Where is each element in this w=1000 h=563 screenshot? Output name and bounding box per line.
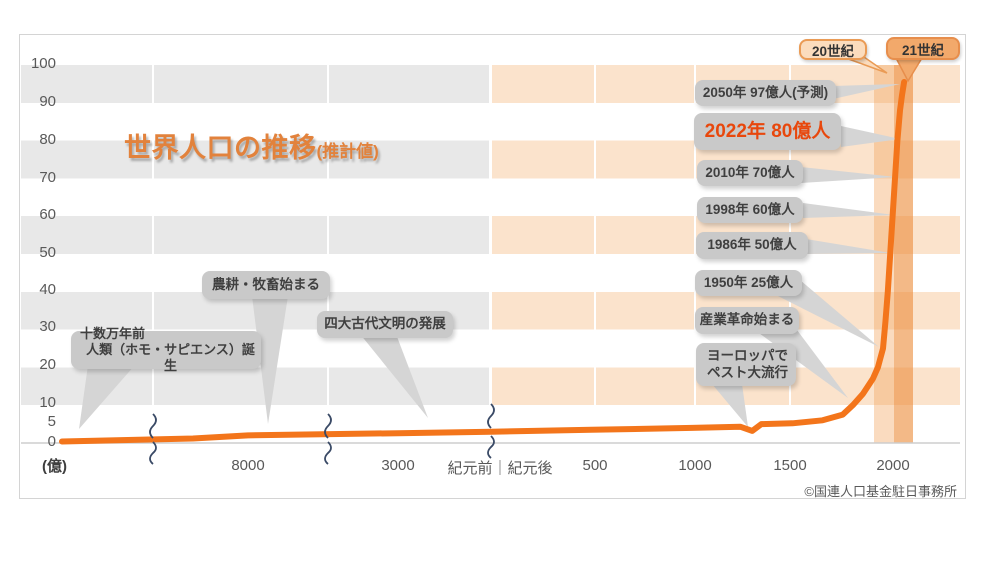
x-tick-bc-ad: 紀元前｜紀元後 <box>447 460 553 477</box>
x-tick-2000: 2000 <box>876 457 910 474</box>
callout-agriculture: 農耕・牧畜始まる <box>202 271 330 299</box>
callout-industrial-revolution: 産業革命始まる <box>695 307 799 334</box>
callout-2050: 2050年 97億人(予測) <box>695 80 836 106</box>
callout-2022-highlight: 2022年 80億人 <box>694 113 841 150</box>
callout-1950: 1950年 25億人 <box>695 270 802 296</box>
y-tick-40: 40 <box>39 281 56 298</box>
y-tick-0: 0 <box>47 433 56 450</box>
x-tick-1000: 1000 <box>678 457 712 474</box>
y-tick-90: 90 <box>39 93 56 110</box>
chart-title-main: 世界人口の推移 <box>124 133 317 163</box>
band-20th-century <box>874 65 894 443</box>
credit-text: ©国連人口基金駐日事務所 <box>804 484 957 499</box>
century-chip-21: 21世紀 <box>886 37 960 60</box>
callout-1998: 1998年 60億人 <box>697 197 803 223</box>
y-tick-5: 5 <box>47 413 56 430</box>
gridline-500 <box>594 65 596 443</box>
y-tick-10: 10 <box>39 394 56 411</box>
callout-plague-line1: ヨーロッパで <box>707 347 788 363</box>
y-tick-50: 50 <box>39 244 56 261</box>
x-tick-500: 500 <box>582 457 608 474</box>
x-tick-8000bc: 8000 <box>231 457 265 474</box>
callout-1986: 1986年 50億人 <box>696 232 808 259</box>
y-tick-70: 70 <box>39 169 56 186</box>
callout-homo-sapiens-line2: 人類（ホモ・サピエンス）誕生 <box>86 341 255 374</box>
background-bands-bc <box>21 65 490 443</box>
callout-plague-line2: ペスト大流行 <box>707 364 788 380</box>
x-tick-1500: 1500 <box>773 457 807 474</box>
y-tick-60: 60 <box>39 206 56 223</box>
century-chip-20: 20世紀 <box>799 39 867 60</box>
callout-civilizations: 四大古代文明の発展 <box>317 311 453 338</box>
y-axis-unit: (億) <box>42 458 67 475</box>
y-tick-30: 30 <box>39 318 56 335</box>
chart-title-sub: (推計値) <box>316 142 379 161</box>
callout-homo-sapiens: 十数万年前 人類（ホモ・サピエンス）誕生 <box>71 326 261 373</box>
y-tick-80: 80 <box>39 131 56 148</box>
band-21st-century <box>894 65 913 443</box>
gridline-bc-ad-divide <box>489 65 492 443</box>
callout-plague: ヨーロッパで ペスト大流行 <box>696 343 796 386</box>
callout-2010: 2010年 70億人 <box>697 160 803 186</box>
chart-title: 世界人口の推移(推計値) <box>124 126 379 165</box>
x-tick-3000bc: 3000 <box>381 457 415 474</box>
gridline-break-2 <box>327 65 329 443</box>
y-tick-100: 100 <box>30 55 56 72</box>
gridline-break-1 <box>152 65 154 443</box>
y-tick-20: 20 <box>39 356 56 373</box>
callout-homo-sapiens-line1: 十数万年前 <box>80 325 146 341</box>
